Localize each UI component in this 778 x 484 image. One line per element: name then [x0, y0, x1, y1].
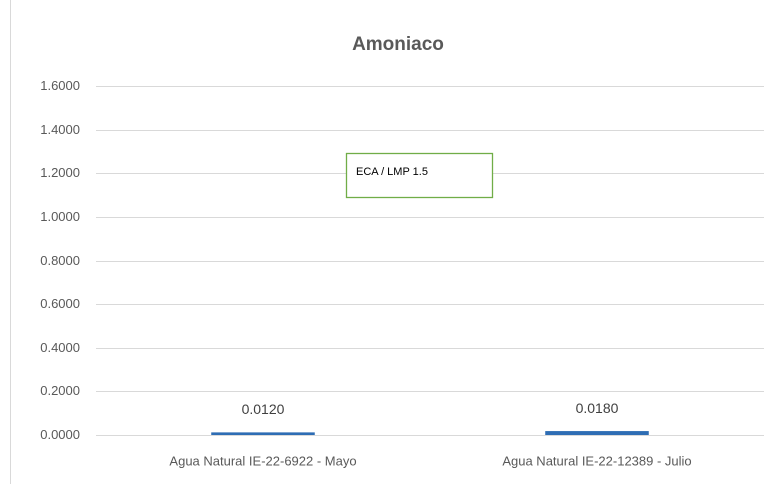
y-tick-label: 0.2000: [40, 383, 80, 398]
y-tick-label: 1.4000: [40, 122, 80, 137]
annotation-box: [345, 152, 494, 199]
x-tick-label: Agua Natural IE-22-6922 - Mayo: [169, 453, 356, 468]
y-tick-label: 1.6000: [40, 78, 80, 93]
data-label: 0.0120: [242, 401, 285, 417]
chart-title: Amoniaco: [352, 34, 444, 55]
y-tick-label: 1.0000: [40, 209, 80, 224]
data-label: 0.0180: [576, 400, 619, 416]
bar: [545, 431, 649, 435]
chart-border: [10, 0, 778, 484]
y-tick-label: 0.0000: [40, 427, 80, 442]
y-tick-label: 0.6000: [40, 296, 80, 311]
y-tick-label: 0.8000: [40, 253, 80, 268]
x-tick-label: Agua Natural IE-22-12389 - Julio: [502, 453, 691, 468]
y-tick-label: 0.4000: [40, 340, 80, 355]
y-tick-label: 1.2000: [40, 165, 80, 180]
bar: [211, 432, 315, 435]
annotation: ECA / LMP 1.5: [356, 166, 428, 178]
